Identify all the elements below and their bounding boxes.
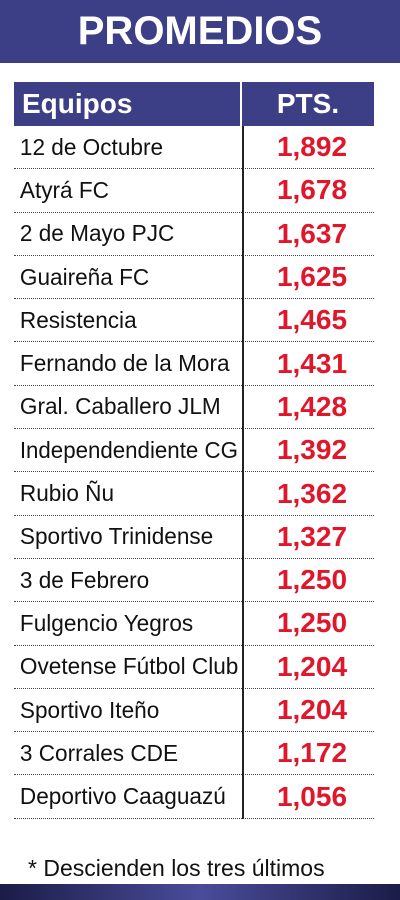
team-points: 1,431 — [276, 347, 348, 379]
table-row: Fulgencio Yegros 1,250 — [14, 602, 374, 646]
footnote: * Descienden los tres últimos — [28, 855, 325, 881]
team-points: 1,250 — [276, 564, 348, 596]
table-row: Resistencia 1,465 — [14, 299, 374, 343]
table-row: Guaireña FC 1,625 — [14, 256, 374, 300]
table-row: 12 de Octubre 1,892 — [14, 126, 374, 170]
team-name: Gral. Caballero JLM — [19, 393, 221, 420]
team-name: Atyrá FC — [19, 176, 109, 203]
team-name: Rubio Ñu — [19, 480, 115, 507]
team-points: 1,327 — [276, 520, 348, 552]
table-row: Gral. Caballero JLM 1,428 — [14, 386, 374, 430]
page-title: PROMEDIOS — [0, 0, 400, 63]
table-row: Deportivo Caaguazú 1,056 — [14, 775, 374, 819]
team-name: Independendiente CG — [19, 436, 238, 463]
table-row: Independendiente CG 1,392 — [14, 429, 374, 473]
team-name: Resistencia — [19, 306, 137, 333]
team-points: 1,172 — [276, 737, 348, 769]
team-points: 1,465 — [276, 304, 348, 336]
team-points: 1,625 — [276, 261, 348, 293]
team-name: Guaireña FC — [19, 263, 150, 290]
column-divider — [242, 126, 244, 819]
team-name: Fernando de la Mora — [19, 350, 230, 377]
team-points: 1,250 — [276, 607, 348, 639]
table-row: Sportivo Trinidense 1,327 — [14, 516, 374, 559]
table-row: 2 de Mayo PJC 1,637 — [14, 213, 374, 256]
header-team: Equipos — [14, 82, 242, 126]
table-row: Ovetense Fútbol Club 1,204 — [14, 646, 374, 689]
team-name: Sportivo Iteño — [19, 696, 160, 723]
standings-table: Equipos PTS. 12 de Octubre 1,892 Atyrá FC 1… — [14, 82, 374, 819]
table-header: Equipos PTS. — [14, 82, 374, 126]
team-name: 3 de Febrero — [19, 566, 150, 593]
team-points: 1,637 — [276, 217, 348, 249]
header-points: PTS. — [276, 88, 340, 119]
table-row: Sportivo Iteño 1,204 — [14, 689, 374, 733]
table-row: Atyrá FC 1,678 — [14, 169, 374, 213]
team-points: 1,428 — [276, 390, 348, 422]
team-name: 3 Corrales CDE — [19, 739, 179, 766]
table-row: 3 de Febrero 1,250 — [14, 559, 374, 603]
team-points: 1,204 — [276, 650, 348, 682]
team-points: 1,678 — [276, 174, 348, 206]
team-points: 1,892 — [276, 131, 348, 163]
team-name: 2 de Mayo PJC — [19, 220, 175, 247]
table-row: Fernando de la Mora 1,431 — [14, 342, 374, 386]
team-points: 1,204 — [276, 694, 348, 725]
team-name: Fulgencio Yegros — [19, 609, 194, 636]
table-row: Rubio Ñu 1,362 — [14, 472, 374, 516]
team-points: 1,056 — [276, 780, 348, 812]
bottom-bar — [0, 884, 400, 900]
team-name: Deportivo Caaguazú — [19, 783, 226, 810]
team-name: Ovetense Fútbol Club — [19, 653, 239, 680]
team-points: 1,392 — [276, 434, 348, 466]
table-row: 3 Corrales CDE 1,172 — [14, 732, 374, 776]
team-name: 12 de Octubre — [19, 133, 164, 160]
team-name: Sportivo Trinidense — [19, 523, 214, 550]
team-points: 1,362 — [276, 477, 348, 509]
table-body: 12 de Octubre 1,892 Atyrá FC 1,678 2 de Mayo… — [14, 126, 374, 819]
